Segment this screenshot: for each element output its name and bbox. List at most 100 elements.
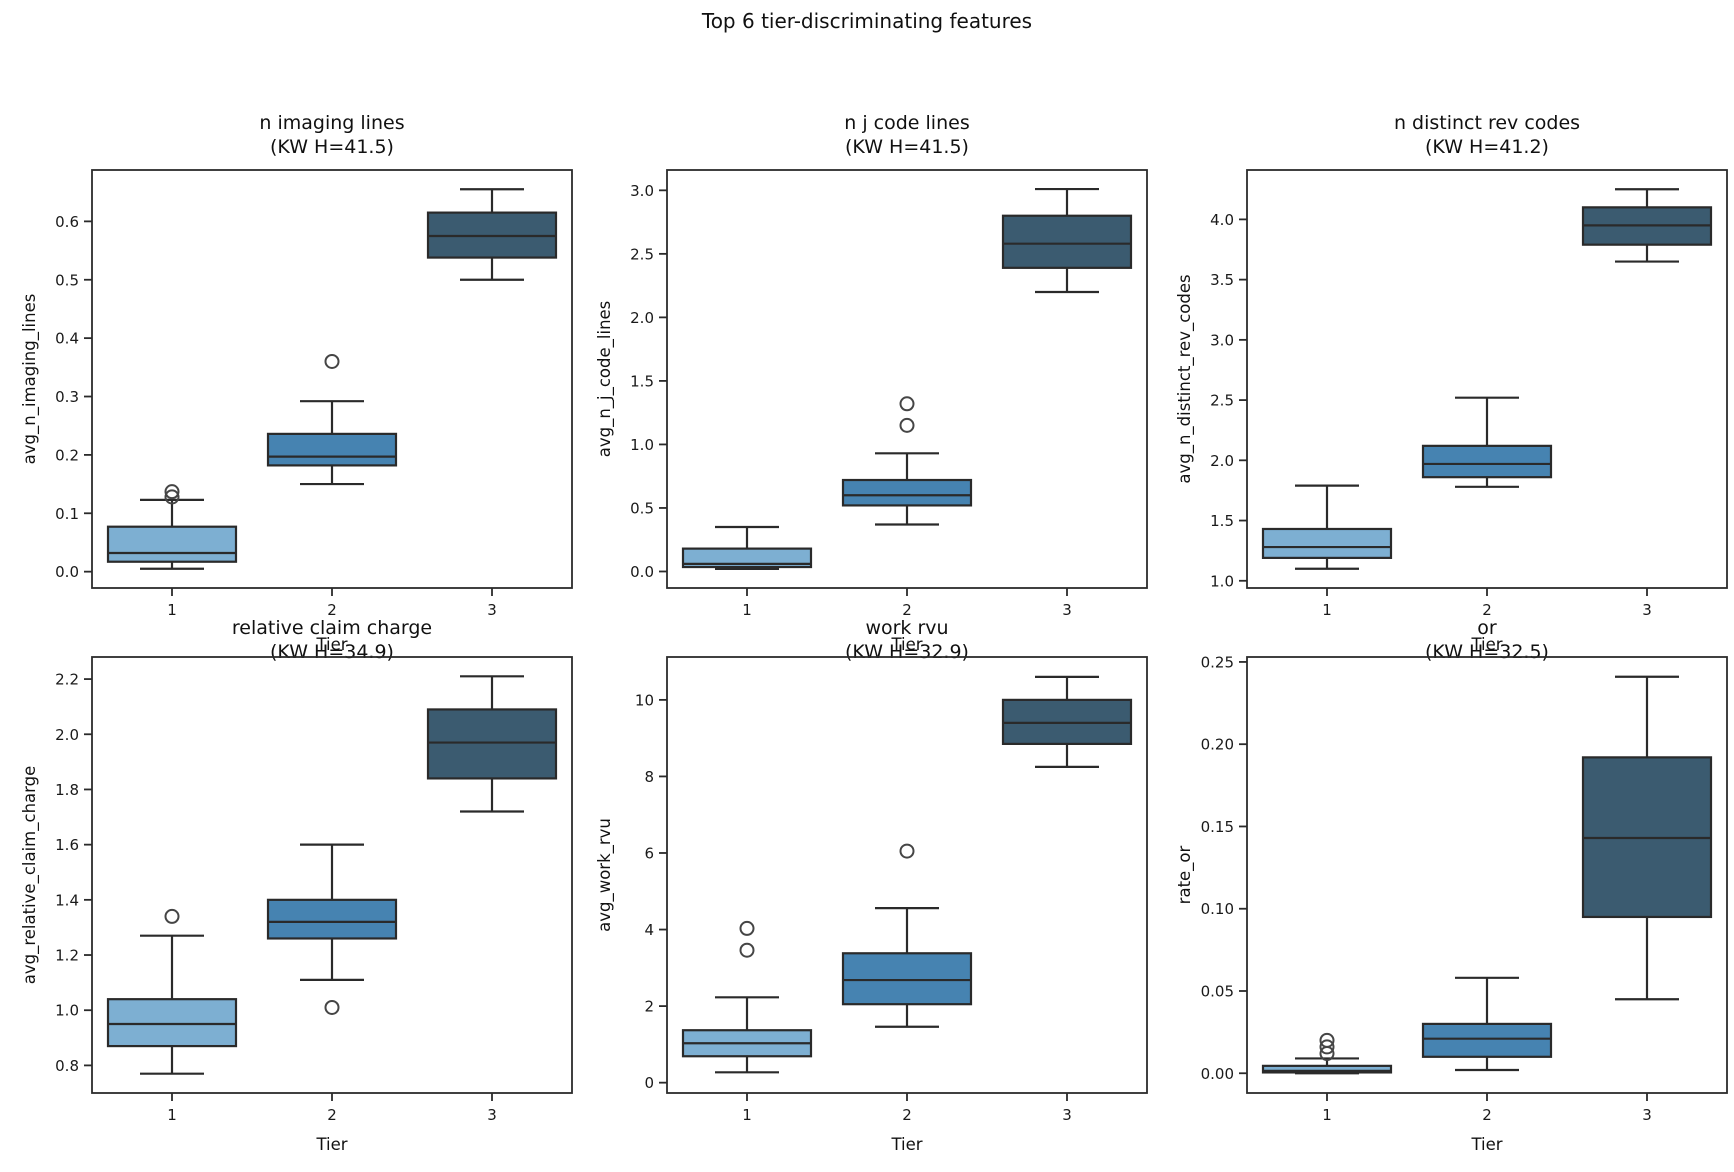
svg-text:3.5: 3.5 bbox=[1210, 271, 1234, 289]
y-axis-label: avg_relative_claim_charge bbox=[20, 765, 39, 985]
svg-text:2: 2 bbox=[644, 998, 654, 1016]
svg-text:1.5: 1.5 bbox=[1210, 512, 1234, 530]
subplot-title: work rvu (KW H=32.9) bbox=[667, 616, 1147, 664]
svg-text:0.4: 0.4 bbox=[55, 330, 79, 348]
svg-text:1: 1 bbox=[742, 601, 752, 619]
y-axis-label: rate_or bbox=[1175, 845, 1194, 905]
svg-text:2: 2 bbox=[902, 1106, 912, 1124]
x-axis-label: Tier bbox=[316, 635, 348, 654]
svg-text:1: 1 bbox=[1322, 1106, 1332, 1124]
svg-text:3: 3 bbox=[1062, 601, 1072, 619]
subplot-title-line1: relative claim charge bbox=[231, 617, 433, 639]
y-axis-label: avg_n_imaging_lines bbox=[20, 293, 39, 465]
svg-text:1.6: 1.6 bbox=[55, 836, 79, 854]
svg-text:0.0: 0.0 bbox=[55, 563, 79, 581]
svg-text:3: 3 bbox=[1062, 1106, 1072, 1124]
subplot-title: or (KW H=32.5) bbox=[1247, 616, 1727, 664]
svg-text:2.5: 2.5 bbox=[630, 245, 654, 263]
svg-text:0.5: 0.5 bbox=[55, 271, 79, 289]
svg-text:0.25: 0.25 bbox=[1201, 653, 1234, 671]
svg-text:0.15: 0.15 bbox=[1201, 818, 1234, 836]
svg-text:0.5: 0.5 bbox=[630, 499, 654, 517]
boxplot-canvas: 0.0 0.5 1.0 1.5 2.0 2.5 3.0 1 2 3 bbox=[630, 169, 1148, 619]
svg-text:3: 3 bbox=[487, 1106, 497, 1124]
svg-text:4.0: 4.0 bbox=[1210, 211, 1234, 229]
subplot-title-line2: (KW H=32.9) bbox=[845, 641, 969, 663]
x-axis-label: Tier bbox=[316, 1135, 348, 1154]
svg-text:1: 1 bbox=[742, 1106, 752, 1124]
subplot-title-line1: n j code lines bbox=[844, 112, 970, 134]
svg-text:1.0: 1.0 bbox=[55, 1002, 79, 1020]
svg-text:0: 0 bbox=[644, 1074, 654, 1092]
svg-text:0.0: 0.0 bbox=[630, 563, 654, 581]
subplot-title: n imaging lines (KW H=41.5) bbox=[92, 111, 572, 159]
boxplot-canvas: 0.8 1.0 1.2 1.4 1.6 1.8 2.0 2.2 1 2 3 bbox=[55, 656, 573, 1124]
svg-text:6: 6 bbox=[644, 844, 654, 862]
svg-text:0.8: 0.8 bbox=[55, 1057, 79, 1075]
svg-text:4: 4 bbox=[644, 921, 654, 939]
svg-text:0.00: 0.00 bbox=[1201, 1065, 1234, 1083]
svg-text:0.20: 0.20 bbox=[1201, 736, 1234, 754]
svg-text:0.2: 0.2 bbox=[55, 446, 79, 464]
subplot-title-line1: n imaging lines bbox=[259, 112, 405, 134]
svg-text:3: 3 bbox=[1642, 601, 1652, 619]
svg-text:2.5: 2.5 bbox=[1210, 392, 1234, 410]
svg-text:1.4: 1.4 bbox=[55, 891, 79, 909]
svg-text:3.0: 3.0 bbox=[630, 182, 654, 200]
subplot-title-line2: (KW H=34.9) bbox=[270, 641, 394, 663]
svg-text:2.2: 2.2 bbox=[55, 671, 79, 689]
svg-text:2: 2 bbox=[1482, 1106, 1492, 1124]
svg-text:2: 2 bbox=[1482, 601, 1492, 619]
svg-text:2.0: 2.0 bbox=[55, 726, 79, 744]
y-axis-label: avg_n_distinct_rev_codes bbox=[1175, 274, 1194, 484]
svg-text:3: 3 bbox=[487, 601, 497, 619]
svg-text:1.2: 1.2 bbox=[55, 947, 79, 965]
subplot-title: n distinct rev codes (KW H=41.2) bbox=[1247, 111, 1727, 159]
subplot-title: relative claim charge (KW H=34.9) bbox=[92, 616, 572, 664]
svg-text:3: 3 bbox=[1642, 1106, 1652, 1124]
x-axis-label: Tier bbox=[1471, 635, 1503, 654]
svg-text:2: 2 bbox=[327, 601, 337, 619]
svg-text:3.0: 3.0 bbox=[1210, 331, 1234, 349]
y-axis-label: avg_work_rvu bbox=[595, 818, 614, 932]
svg-text:8: 8 bbox=[644, 768, 654, 786]
svg-text:1.8: 1.8 bbox=[55, 781, 79, 799]
boxplot-canvas: 0.00 0.05 0.10 0.15 0.20 0.25 1 2 3 bbox=[1201, 653, 1728, 1124]
subplot-title-line2: (KW H=41.5) bbox=[270, 136, 394, 158]
svg-text:2.0: 2.0 bbox=[630, 309, 654, 327]
svg-text:2: 2 bbox=[327, 1106, 337, 1124]
x-axis-label: Tier bbox=[891, 1135, 923, 1154]
x-axis-label: Tier bbox=[1471, 1135, 1503, 1154]
svg-text:1: 1 bbox=[1322, 601, 1332, 619]
svg-text:1.0: 1.0 bbox=[1210, 572, 1234, 590]
svg-text:2: 2 bbox=[902, 601, 912, 619]
subplot-title-line1: work rvu bbox=[865, 617, 949, 639]
svg-text:2.0: 2.0 bbox=[1210, 452, 1234, 470]
figure-title: Top 6 tier-discriminating features bbox=[701, 9, 1033, 33]
subplot-title-line2: (KW H=32.5) bbox=[1425, 641, 1549, 663]
svg-text:0.6: 0.6 bbox=[55, 213, 79, 231]
svg-text:0.05: 0.05 bbox=[1201, 982, 1234, 1000]
boxplot-canvas: 0.0 0.1 0.2 0.3 0.4 0.5 0.6 1 2 3 bbox=[55, 169, 573, 619]
svg-text:0.1: 0.1 bbox=[55, 505, 79, 523]
svg-text:1: 1 bbox=[167, 1106, 177, 1124]
svg-text:1: 1 bbox=[167, 601, 177, 619]
y-axis-label: avg_n_j_code_lines bbox=[595, 300, 614, 458]
subplot-title-line1: or bbox=[1477, 617, 1497, 639]
svg-text:1.0: 1.0 bbox=[630, 436, 654, 454]
subplot-title-line2: (KW H=41.5) bbox=[845, 136, 969, 158]
svg-text:10: 10 bbox=[635, 691, 654, 709]
subplot-title: n j code lines (KW H=41.5) bbox=[667, 111, 1147, 159]
subplot-title-line1: n distinct rev codes bbox=[1393, 112, 1581, 134]
svg-text:0.3: 0.3 bbox=[55, 388, 79, 406]
x-axis-label: Tier bbox=[891, 635, 923, 654]
svg-text:0.10: 0.10 bbox=[1201, 900, 1234, 918]
subplot-title-line2: (KW H=41.2) bbox=[1425, 136, 1549, 158]
